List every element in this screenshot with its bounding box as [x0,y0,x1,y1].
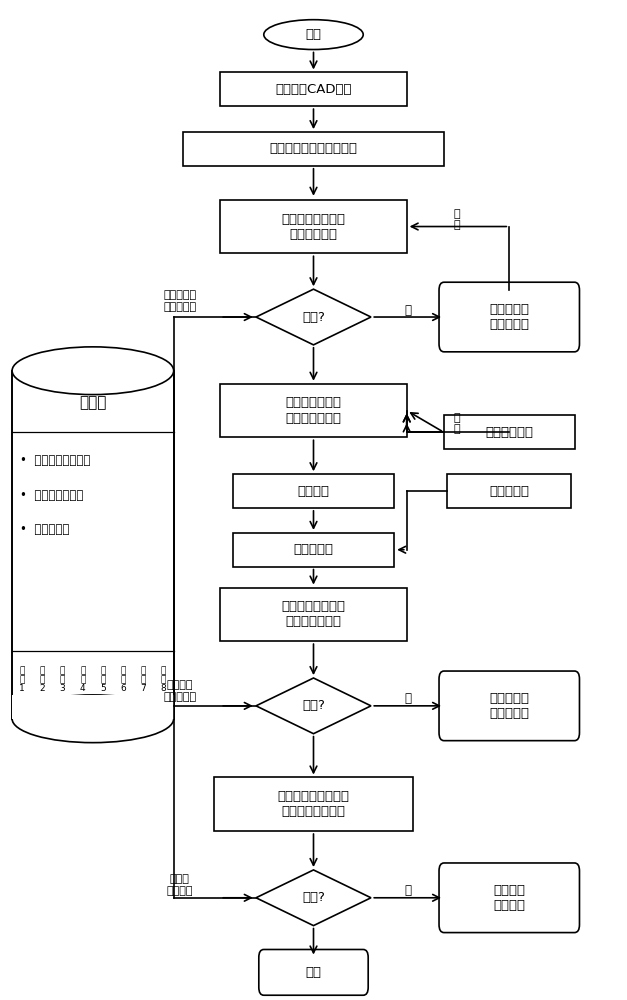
Text: 横向孔
判定规则: 横向孔 判定规则 [167,874,193,896]
Text: 规
则
6: 规 则 6 [120,666,126,693]
Text: 依次取平面链表
中未标识的平面: 依次取平面链表 中未标识的平面 [285,396,342,424]
Text: 基面链表: 基面链表 [297,485,330,498]
FancyBboxPatch shape [259,949,368,995]
Text: 接缝与残留
体判定规则: 接缝与残留 体判定规则 [163,290,196,312]
Text: 是: 是 [404,884,411,897]
Text: 是: 是 [404,692,411,705]
Text: 获得平面链表过渡面链表: 获得平面链表过渡面链表 [270,142,357,155]
FancyBboxPatch shape [439,671,579,741]
Text: 基面环链表: 基面环链表 [293,543,334,556]
Text: 输出到横
向孔链表: 输出到横 向孔链表 [493,884,525,912]
Polygon shape [256,678,371,734]
Text: 规
则
7: 规 则 7 [140,666,146,693]
Ellipse shape [12,695,174,743]
Text: 标
识: 标 识 [453,209,460,230]
Text: 规则库: 规则库 [79,395,107,410]
Text: •  横向孔判定: • 横向孔判定 [19,523,69,536]
Text: 过渡面缺
陷判定规则: 过渡面缺 陷判定规则 [163,680,196,702]
Text: 依次取平面链表中未
标识的平面并分析: 依次取平面链表中未 标识的平面并分析 [278,790,349,818]
Bar [220,72,407,106]
Text: 标
识: 标 识 [453,413,460,434]
FancyBboxPatch shape [439,863,579,933]
Text: 输出到残留
体接缝链表: 输出到残留 体接缝链表 [489,303,529,331]
Bar [444,415,574,449]
Text: 规
则
3: 规 则 3 [60,666,65,693]
Text: 规
则
1: 规 则 1 [19,666,25,693]
Bar [183,132,444,166]
Text: 匹配?: 匹配? [302,891,325,904]
Text: •  接缝与残留体判定: • 接缝与残留体判定 [19,454,90,467]
Bar [12,695,174,719]
Text: 输出到缺陷
基面环链表: 输出到缺陷 基面环链表 [489,692,529,720]
Polygon shape [256,289,371,345]
Bar [12,371,174,719]
Text: 匹配?: 匹配? [302,311,325,324]
Bar [214,777,413,831]
Bar [220,384,407,437]
Text: •  过渡面缺陷判定: • 过渡面缺陷判定 [19,489,83,502]
Text: 在平面链表中依次
取平面并分析: 在平面链表中依次 取平面并分析 [282,213,345,241]
Bar [233,474,394,508]
Text: 开始: 开始 [305,28,322,41]
Bar [447,474,571,508]
Text: 是: 是 [404,304,411,317]
FancyBboxPatch shape [439,282,579,352]
Polygon shape [256,870,371,926]
Text: 输入参考矢量: 输入参考矢量 [485,426,533,439]
Text: 输入三维CAD模型: 输入三维CAD模型 [275,83,352,96]
Text: 规
则
2: 规 则 2 [40,666,45,693]
Ellipse shape [264,20,363,50]
Text: 过渡面链表: 过渡面链表 [489,485,529,498]
Bar [220,588,407,641]
Text: 规
则
5: 规 则 5 [100,666,106,693]
Text: 结束: 结束 [305,966,322,979]
Text: 规
则
4: 规 则 4 [80,666,86,693]
Text: 依次取基面环，分
析基面、过渡面: 依次取基面环，分 析基面、过渡面 [282,600,345,628]
Ellipse shape [12,347,174,395]
Text: 规
则
8: 规 则 8 [161,666,166,693]
Bar [220,200,407,253]
Bar [233,533,394,567]
Text: 匹配?: 匹配? [302,699,325,712]
